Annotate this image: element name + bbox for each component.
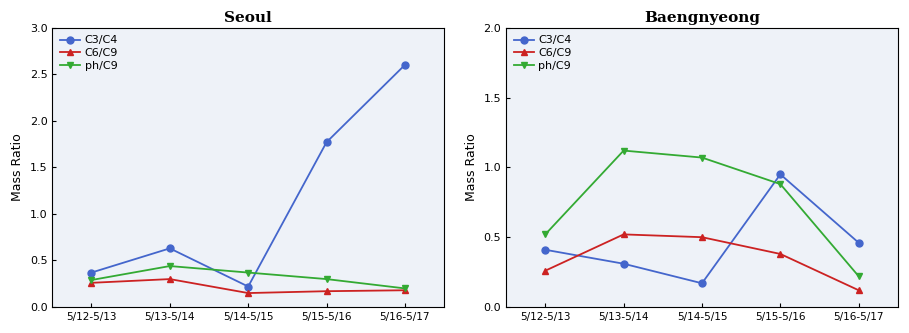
ph/C9 (696, 156, 707, 160)
ph/C9 (399, 286, 410, 290)
C3/C4 (618, 262, 629, 266)
C6/C9 (540, 269, 551, 273)
C6/C9 (165, 277, 175, 281)
C3/C4 (165, 246, 175, 250)
Line: ph/C9: ph/C9 (88, 263, 408, 292)
ph/C9 (86, 278, 97, 282)
C3/C4 (399, 63, 410, 67)
Y-axis label: Mass Ratio: Mass Ratio (11, 134, 25, 201)
ph/C9 (774, 182, 785, 186)
C6/C9 (243, 291, 254, 295)
C3/C4 (86, 271, 97, 275)
ph/C9 (854, 274, 864, 278)
ph/C9 (243, 271, 254, 275)
C6/C9 (854, 288, 864, 292)
C6/C9 (86, 281, 97, 285)
C3/C4 (854, 241, 864, 245)
C6/C9 (321, 289, 332, 293)
C3/C4 (774, 172, 785, 176)
Line: ph/C9: ph/C9 (542, 147, 862, 280)
C3/C4 (696, 281, 707, 285)
ph/C9 (540, 232, 551, 236)
Line: C6/C9: C6/C9 (542, 231, 862, 294)
C3/C4 (243, 284, 254, 288)
Legend: C3/C4, C6/C9, ph/C9: C3/C4, C6/C9, ph/C9 (58, 33, 120, 73)
Line: C3/C4: C3/C4 (88, 62, 408, 290)
Y-axis label: Mass Ratio: Mass Ratio (464, 134, 478, 201)
Line: C3/C4: C3/C4 (542, 171, 862, 287)
Title: Seoul: Seoul (225, 11, 272, 25)
C6/C9 (696, 235, 707, 239)
C3/C4 (540, 248, 551, 252)
Title: Baengnyeong: Baengnyeong (644, 11, 760, 25)
ph/C9 (165, 264, 175, 268)
C6/C9 (774, 252, 785, 256)
C6/C9 (399, 288, 410, 292)
C6/C9 (618, 232, 629, 236)
Legend: C3/C4, C6/C9, ph/C9: C3/C4, C6/C9, ph/C9 (512, 33, 574, 73)
Line: C6/C9: C6/C9 (88, 276, 408, 296)
ph/C9 (321, 277, 332, 281)
C3/C4 (321, 140, 332, 144)
ph/C9 (618, 149, 629, 153)
